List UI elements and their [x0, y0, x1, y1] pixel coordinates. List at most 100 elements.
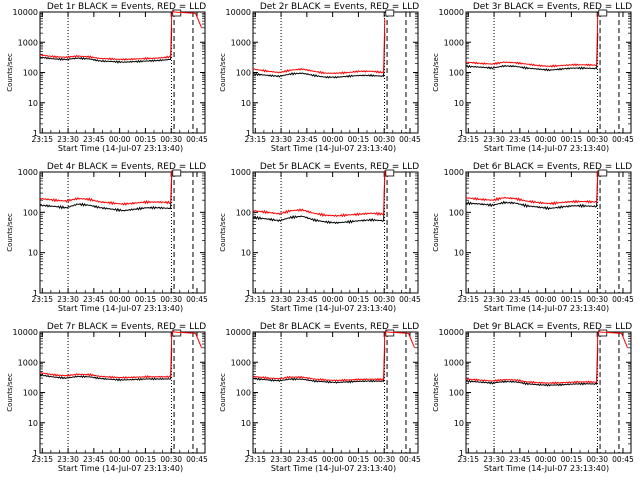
events-series-line [39, 173, 173, 213]
event-marker-box [385, 169, 395, 177]
chart-panel-8: Det 8r BLACK = Events, RED = LLD 1 10 100 10… [219, 322, 421, 473]
x-tick-label: 00:45 [612, 135, 634, 144]
y-tick-label: 1000 [231, 38, 251, 47]
x-tick-label: 00:30 [586, 455, 608, 464]
x-tick-label: 23:30 [270, 135, 292, 144]
y-axis-label: Counts/sec [219, 373, 227, 412]
x-tick-label: 23:30 [483, 295, 505, 304]
y-tick-label: 1 [33, 289, 38, 298]
y-tick-label: 10000 [13, 328, 38, 337]
chart-panel-6: Det 6r BLACK = Events, RED = LLD 1 10 100 10… [432, 162, 634, 313]
x-tick-label: 23:30 [57, 295, 79, 304]
y-tick-label: 1000 [231, 168, 251, 177]
y-tick-label: 100 [449, 69, 464, 78]
y-axis-label: Counts/sec [6, 213, 14, 252]
y-axis-label: Counts/sec [6, 373, 14, 412]
x-tick-label: 00:15 [561, 455, 583, 464]
x-tick-label: 23:15 [31, 455, 53, 464]
y-tick-label: 10000 [226, 8, 251, 17]
x-tick-label: 23:15 [244, 135, 266, 144]
y-axis-label: Counts/sec [432, 373, 440, 412]
y-tick-label: 10 [241, 419, 251, 428]
plot-frame [465, 171, 632, 294]
plot-frame [39, 331, 206, 454]
plot-frame [39, 171, 206, 294]
x-tick-label: 00:45 [399, 455, 421, 464]
lld-series-line [252, 18, 386, 75]
lld-series-line [252, 170, 386, 218]
lld-series-tail [174, 11, 203, 29]
x-tick-label: 23:15 [244, 455, 266, 464]
y-tick-label: 1000 [18, 168, 38, 177]
x-tick-label: 23:45 [296, 295, 318, 304]
chart-panel-4: Det 4r BLACK = Events, RED = LLD 1 10 100 10… [6, 162, 208, 313]
x-tick-label: 00:45 [612, 295, 634, 304]
events-series-line [252, 33, 386, 79]
event-marker-box [598, 169, 608, 177]
x-axis-label: Start Time (14-Jul-07 23:13:40) [58, 144, 183, 153]
y-axis-label: Counts/sec [432, 213, 440, 252]
y-tick-label: 1000 [18, 358, 38, 367]
chart-panel-2: Det 2r BLACK = Events, RED = LLD 1 10 100 10… [219, 2, 421, 153]
chart-panel-7: Det 7r BLACK = Events, RED = LLD 1 10 100 10… [6, 322, 208, 473]
x-tick-label: 23:15 [31, 295, 53, 304]
x-tick-label: 00:30 [160, 135, 182, 144]
event-marker-box [172, 169, 182, 177]
y-tick-label: 1 [459, 449, 464, 458]
y-tick-label: 10000 [439, 328, 464, 337]
y-tick-label: 1000 [444, 38, 464, 47]
lld-series-line [39, 170, 173, 206]
y-tick-label: 1 [246, 449, 251, 458]
events-series-line [39, 27, 173, 64]
lld-series-tail [174, 331, 203, 349]
x-tick-label: 23:45 [296, 455, 318, 464]
lld-series-line [39, 10, 175, 61]
chart-title: Det 6r BLACK = Events, RED = LLD [473, 162, 632, 172]
chart-title: Det 2r BLACK = Events, RED = LLD [260, 2, 419, 12]
y-tick-label: 10 [28, 249, 38, 258]
events-series-line [465, 173, 599, 211]
y-tick-label: 1 [459, 289, 464, 298]
y-tick-label: 100 [23, 69, 38, 78]
x-tick-label: 23:45 [83, 135, 105, 144]
x-tick-label: 00:00 [535, 135, 557, 144]
x-tick-label: 23:30 [270, 295, 292, 304]
x-tick-label: 00:15 [348, 455, 370, 464]
chart-title: Det 4r BLACK = Events, RED = LLD [47, 162, 206, 172]
y-tick-label: 100 [236, 69, 251, 78]
x-tick-label: 00:00 [535, 295, 557, 304]
x-tick-label: 00:15 [561, 135, 583, 144]
x-axis-label: Start Time (14-Jul-07 23:13:40) [271, 304, 396, 313]
y-axis-label: Counts/sec [219, 213, 227, 252]
y-tick-label: 1000 [231, 358, 251, 367]
x-tick-label: 23:45 [296, 135, 318, 144]
chart-panel-5: Det 5r BLACK = Events, RED = LLD 1 10 100 10… [219, 162, 421, 313]
x-tick-label: 00:45 [186, 455, 208, 464]
x-tick-label: 23:15 [457, 295, 479, 304]
y-tick-label: 100 [23, 389, 38, 398]
x-axis-label: Start Time (14-Jul-07 23:13:40) [58, 464, 183, 473]
y-tick-label: 10 [454, 99, 464, 108]
x-tick-label: 23:30 [57, 135, 79, 144]
x-tick-label: 23:30 [483, 455, 505, 464]
x-tick-label: 00:45 [399, 135, 421, 144]
plot-frame [465, 11, 632, 134]
y-tick-label: 10 [28, 419, 38, 428]
events-series-line [465, 347, 599, 387]
x-tick-label: 00:30 [373, 135, 395, 144]
x-tick-label: 00:30 [160, 455, 182, 464]
event-marker-box [385, 9, 395, 17]
chart-panel-3: Det 3r BLACK = Events, RED = LLD 1 10 100 10… [432, 2, 634, 153]
y-tick-label: 1 [459, 129, 464, 138]
x-tick-label: 23:30 [57, 455, 79, 464]
plot-frame [252, 331, 419, 454]
lld-series-line [465, 330, 601, 385]
plot-frame [252, 171, 419, 294]
chart-title: Det 1r BLACK = Events, RED = LLD [47, 2, 206, 12]
lld-series-tail [387, 331, 416, 349]
chart-title: Det 5r BLACK = Events, RED = LLD [260, 162, 419, 172]
x-tick-label: 00:00 [535, 455, 557, 464]
events-series-line [252, 347, 386, 384]
y-tick-label: 1000 [444, 358, 464, 367]
